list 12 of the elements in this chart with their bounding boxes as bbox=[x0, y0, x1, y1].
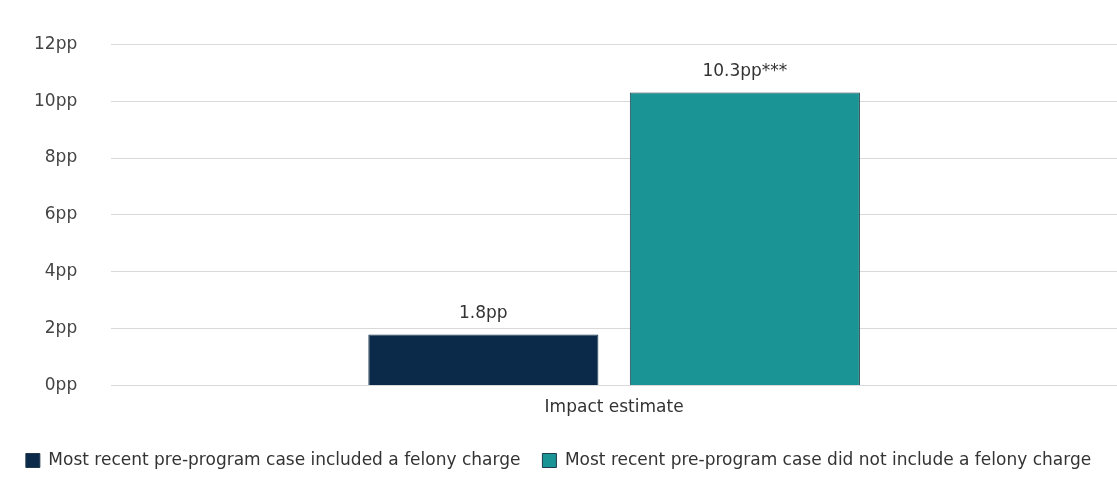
y-tick-label: 0pp bbox=[44, 374, 78, 395]
y-tick-label: 4pp bbox=[44, 260, 78, 281]
legend-label: Most recent pre-program case included a felony charge bbox=[48, 448, 521, 469]
y-tick-label: 2pp bbox=[44, 317, 78, 338]
y-tick-label: 8pp bbox=[44, 146, 78, 167]
x-tick-label: Impact estimate bbox=[544, 396, 684, 417]
y-tick-label: 10pp bbox=[34, 89, 78, 110]
legend-label: Most recent pre-program case did not include a felony charge bbox=[564, 448, 1092, 469]
data-label: 1.8pp bbox=[459, 302, 508, 323]
data-label: 10.3pp*** bbox=[702, 60, 788, 81]
y-tick-label: 6pp bbox=[44, 203, 78, 224]
y-tick-label: 12pp bbox=[34, 32, 78, 53]
